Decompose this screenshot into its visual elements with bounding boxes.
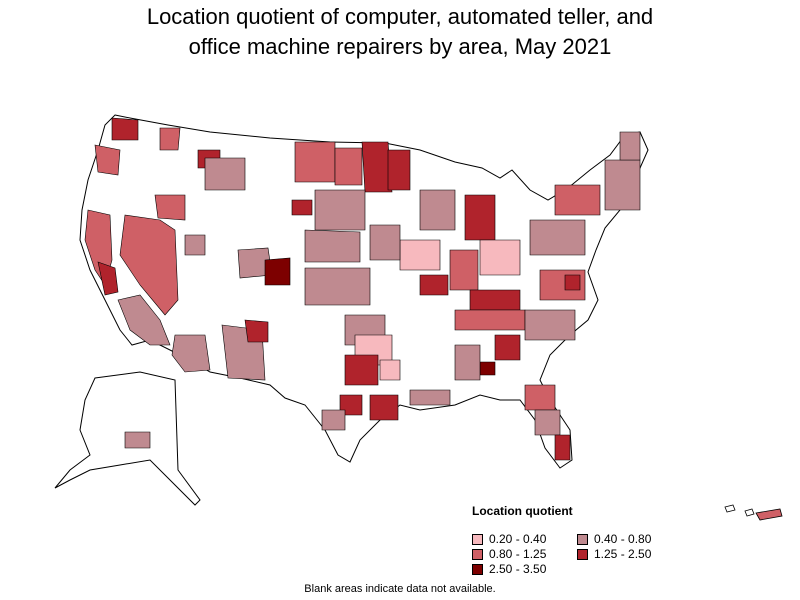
region-north-dakota-west	[294, 141, 336, 183]
region-carolinas	[524, 309, 576, 341]
region-houston	[369, 394, 399, 421]
region-idaho-boise	[154, 194, 186, 221]
legend-title: Location quotient	[472, 504, 573, 518]
legend-swatch	[472, 548, 483, 560]
legend-label: 0.20 - 0.40	[489, 532, 547, 546]
legend-item: 1.25 - 2.50	[577, 547, 717, 561]
region-dallas	[344, 354, 379, 386]
region-nevada	[119, 214, 179, 316]
hawaii-islands	[724, 504, 783, 521]
region-atlanta	[494, 334, 521, 361]
region-montana-central	[204, 157, 246, 191]
region-florida-south	[554, 434, 571, 461]
region-south-dakota	[314, 189, 366, 231]
region-california-south	[117, 294, 171, 346]
region-florida-central	[534, 409, 561, 436]
legend-item: 0.20 - 0.40	[472, 532, 577, 546]
region-georgia-south	[479, 361, 496, 376]
region-fargo	[361, 141, 393, 193]
region-michigan	[464, 194, 496, 241]
region-california-bay	[97, 261, 119, 296]
region-denver	[264, 257, 291, 286]
region-new-england	[604, 159, 641, 211]
region-dc	[564, 274, 581, 291]
legend-items: 0.20 - 0.40 0.40 - 0.80 0.80 - 1.25 1.25…	[472, 532, 722, 576]
legend-label: 1.25 - 2.50	[594, 547, 652, 561]
region-minnesota-north	[387, 149, 411, 191]
region-arizona	[171, 334, 211, 373]
footnote: Blank areas indicate data not available.	[304, 583, 496, 595]
region-utah	[184, 234, 206, 256]
region-washington-seattle	[111, 117, 139, 141]
legend-swatch	[577, 533, 588, 545]
map-regions	[84, 117, 641, 461]
legend-label: 2.50 - 3.50	[489, 562, 547, 576]
region-austin	[339, 394, 363, 416]
region-iowa-chicago-pink	[399, 239, 441, 271]
legend-item: 2.50 - 3.50	[472, 562, 577, 576]
region-maine	[619, 131, 641, 161]
region-kentucky	[469, 289, 521, 311]
region-florida-north	[524, 384, 556, 411]
region-oregon-portland	[94, 144, 121, 176]
region-pennsylvania	[529, 219, 586, 256]
region-louisiana	[409, 389, 451, 406]
region-tennessee	[454, 309, 526, 331]
region-alabama	[454, 344, 481, 381]
legend-label: 0.80 - 1.25	[489, 547, 547, 561]
region-san-antonio	[321, 409, 346, 431]
legend-swatch	[472, 533, 483, 545]
title-line-1: Location quotient of computer, automated…	[146, 4, 654, 29]
region-washington-east	[159, 127, 181, 151]
region-anchorage	[124, 431, 151, 449]
legend-label: 0.40 - 0.80	[594, 532, 652, 546]
legend-item: 0.80 - 1.25	[472, 547, 577, 561]
title-line-2: office machine repairers by area, May 20…	[188, 34, 612, 59]
region-north-dakota-east	[334, 147, 363, 186]
region-nebraska	[304, 229, 361, 263]
legend: Location quotient 0.20 - 0.40 0.40 - 0.8…	[472, 504, 722, 576]
region-new-mexico-center	[244, 319, 269, 343]
legend-swatch	[472, 563, 483, 575]
region-honolulu	[755, 508, 783, 521]
region-new-york	[554, 184, 601, 216]
region-indiana	[449, 249, 479, 291]
region-ohio	[479, 239, 521, 276]
region-wyoming-casper	[291, 199, 313, 216]
legend-item: 0.40 - 0.80	[577, 532, 717, 546]
region-iowa	[369, 224, 401, 261]
region-texas-east	[379, 359, 401, 381]
region-wisconsin	[419, 189, 456, 231]
map-title: Location quotient of computer, automated…	[0, 2, 800, 62]
region-missouri-st-louis	[419, 274, 449, 296]
legend-swatch	[577, 548, 588, 560]
region-kansas	[304, 267, 371, 306]
